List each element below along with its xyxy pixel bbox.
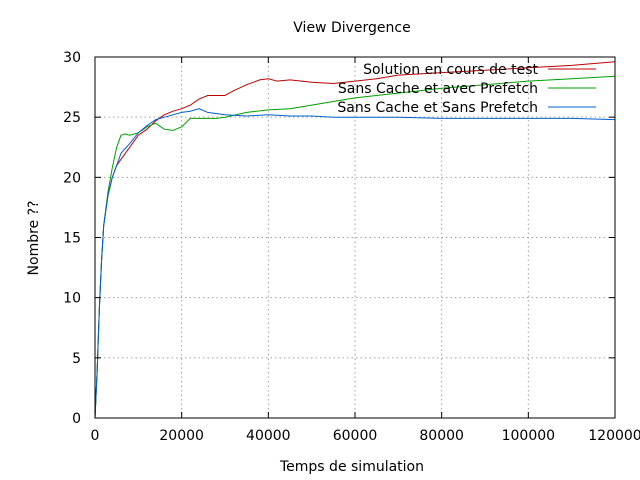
y-tick-label: 25: [63, 110, 81, 126]
chart-title: View Divergence: [293, 20, 410, 36]
y-tick-label: 5: [72, 351, 81, 367]
x-tick-label: 40000: [246, 428, 291, 444]
series-group: [94, 61, 616, 419]
series-line-2: [94, 75, 616, 419]
series-line-3: [94, 108, 616, 419]
legend: Solution en cours de test Sans Cache et a…: [337, 62, 596, 116]
y-tick-label: 0: [72, 411, 81, 427]
x-tick-label: 100000: [502, 428, 555, 444]
y-axis-title: Nombre ??: [26, 201, 42, 276]
x-tick-label: 80000: [419, 428, 464, 444]
x-tick-label: 20000: [159, 428, 204, 444]
plot-frame: [94, 56, 616, 419]
grid: [95, 57, 615, 418]
x-tick-label: 0: [91, 428, 100, 444]
legend-label-3: Sans Cache et Sans Prefetch: [337, 100, 538, 116]
x-tick-label: 60000: [333, 428, 378, 444]
y-tick-label: 20: [63, 170, 81, 186]
ticks: 0 20000 40000 60000 80000 100000 120000 0 5 10 15 2…: [63, 50, 640, 444]
y-tick-label: 10: [63, 291, 81, 307]
legend-label-2: Sans Cache et avec Prefetch: [338, 81, 538, 97]
x-axis-title: Temps de simulation: [279, 459, 424, 475]
x-tick-label: 120000: [588, 428, 640, 444]
y-tick-label: 15: [63, 231, 81, 247]
legend-label-1: Solution en cours de test: [363, 62, 538, 78]
y-tick-label: 30: [63, 50, 81, 66]
